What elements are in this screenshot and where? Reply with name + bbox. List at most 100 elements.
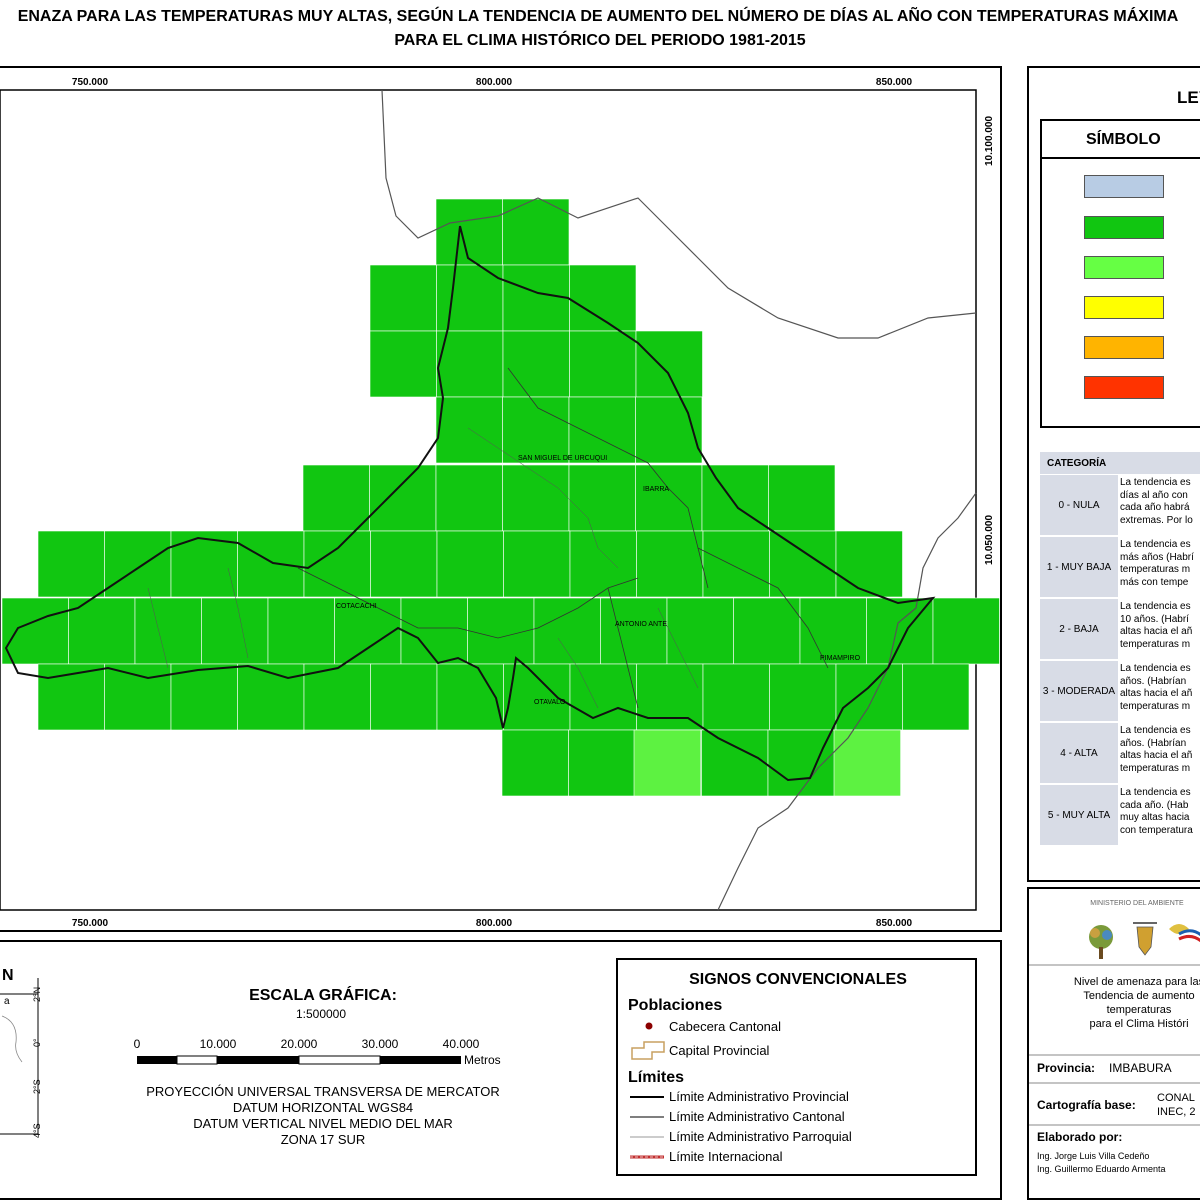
grid-cell-muy-baja bbox=[134, 597, 202, 665]
swatch-moderada bbox=[1084, 296, 1164, 319]
y-tick: 10.050.000 bbox=[984, 515, 995, 565]
category-description-line: altas hacia el añ bbox=[1120, 688, 1193, 699]
tree-logo-icon bbox=[1089, 925, 1113, 959]
grid-cell-muy-baja bbox=[799, 597, 867, 665]
map-title: ENAZA PARA LAS TEMPERATURAS MUY ALTAS, S… bbox=[0, 0, 1200, 64]
scale-bar bbox=[137, 1055, 461, 1065]
grid-cell-muy-baja bbox=[866, 597, 934, 665]
category-description-line: La tendencia es bbox=[1120, 601, 1191, 612]
parish-boundary bbox=[657, 607, 699, 689]
scale-tick: 30.000 bbox=[362, 1037, 399, 1051]
category-label: 0 - NULA bbox=[1040, 475, 1118, 535]
grid-cell-muy-baja bbox=[501, 729, 569, 797]
grid-cell-muy-baja bbox=[568, 396, 636, 464]
author: Ing. Jorge Luis Villa Cedeño bbox=[1037, 1151, 1149, 1161]
category-description: La tendencia es cada año. (Hab muy altas h… bbox=[1120, 787, 1200, 837]
grid-cell-muy-baja bbox=[400, 597, 468, 665]
signs-canvas: SIGNOS CONVENCIONALES Poblaciones Cabece… bbox=[628, 971, 907, 1164]
grid-cell-muy-baja bbox=[635, 330, 703, 398]
grid-cell-muy-baja bbox=[902, 663, 970, 731]
y-tick: 10.100.000 bbox=[984, 116, 995, 166]
category-description-line: cada año. (Hab bbox=[1120, 799, 1189, 811]
category-label: 3 - MODERADA bbox=[1040, 661, 1118, 721]
threat-grid bbox=[1, 198, 1000, 797]
grid-cell-muy-baja bbox=[267, 597, 335, 665]
grid-cell-muy-baja bbox=[533, 597, 601, 665]
cantonal-boundary bbox=[607, 587, 639, 709]
category-description: La tendencia es años. (Habrían altas hacia… bbox=[1120, 663, 1200, 713]
place-label: OTAVALO bbox=[534, 699, 566, 706]
map-description: para el Clima Históri bbox=[1089, 1018, 1188, 1030]
grid-cell-muy-baja bbox=[635, 464, 703, 532]
cantonal-boundary bbox=[697, 547, 829, 669]
carto-label: Cartografía base: bbox=[1037, 1098, 1136, 1112]
swatch-baja bbox=[1084, 256, 1164, 279]
lat-tick: 2°S bbox=[32, 1079, 42, 1094]
category-description-line: La tendencia es bbox=[1120, 787, 1191, 798]
category-description: La tendencia es años. (Habrían altas hacia… bbox=[1120, 725, 1200, 775]
conventional-signs: SIGNOS CONVENCIONALES Poblaciones Cabece… bbox=[616, 958, 977, 1176]
category-description-line: más con tempe bbox=[1120, 576, 1189, 588]
category-description-line: altas hacia el añ bbox=[1120, 626, 1193, 637]
government-logo-icon bbox=[1169, 924, 1200, 943]
x-tick-top: 850.000 bbox=[876, 77, 913, 88]
grid-cell-muy-baja bbox=[568, 729, 636, 797]
limit-item: Límite Internacional bbox=[669, 1149, 783, 1164]
inset-title: N bbox=[2, 967, 14, 984]
grid-cell-muy-baja bbox=[932, 597, 1000, 665]
place-label: COTACACHI bbox=[336, 603, 377, 610]
x-tick-bottom: 850.000 bbox=[876, 918, 913, 929]
cabecera-cantonal-icon bbox=[645, 1022, 653, 1030]
grid-cell-muy-baja bbox=[436, 330, 504, 398]
cantonal-boundary bbox=[507, 367, 709, 589]
category-description-line: temperaturas m bbox=[1120, 762, 1191, 774]
place-label: PIMAMPIRO bbox=[820, 655, 861, 662]
swatch-alta bbox=[1084, 336, 1164, 359]
carto-value: INEC, 2 bbox=[1157, 1106, 1196, 1118]
populations-header: Poblaciones bbox=[628, 997, 722, 1014]
made-by-label: Elaborado por: bbox=[1037, 1130, 1122, 1144]
category-description: La tendencia es 10 años. (Habrí altas haci… bbox=[1120, 601, 1200, 651]
category-description-line: años. (Habrían bbox=[1120, 675, 1187, 687]
category-description-line: muy altas hacia bbox=[1120, 812, 1190, 823]
grid-cell-muy-baja bbox=[835, 530, 903, 598]
grid-cell-baja bbox=[833, 729, 901, 797]
population-item: Capital Provincial bbox=[669, 1043, 770, 1058]
category-description-line: años. (Habrían bbox=[1120, 737, 1187, 749]
category-description-line: La tendencia es bbox=[1120, 725, 1191, 736]
category-label: 5 - MUY ALTA bbox=[1040, 785, 1118, 845]
grid-cell-muy-baja bbox=[502, 264, 570, 332]
projection-line: DATUM HORIZONTAL WGS84 bbox=[233, 1100, 413, 1115]
grid-cell-muy-baja bbox=[502, 330, 570, 398]
parish-boundary bbox=[147, 587, 169, 669]
grid-cell-muy-baja bbox=[702, 663, 770, 731]
external-border-east bbox=[717, 492, 977, 911]
grid-cell-muy-baja bbox=[436, 264, 504, 332]
institution-canvas: MINISTERIO DEL AMBIENTE Nivel de amenaza… bbox=[1029, 900, 1200, 1174]
grid-cell-muy-baja bbox=[369, 464, 437, 532]
category-description: La tendencia es más años (Habrí temperatur… bbox=[1120, 539, 1200, 589]
projection-line: PROYECCIÓN UNIVERSAL TRANSVERSA DE MERCA… bbox=[146, 1084, 499, 1099]
grid-cell-muy-baja bbox=[37, 530, 105, 598]
grid-cell-muy-baja bbox=[701, 729, 769, 797]
map-description: temperaturas bbox=[1107, 1004, 1172, 1016]
limits-header: Límites bbox=[628, 1069, 684, 1086]
grid-cell-muy-baja bbox=[369, 330, 437, 398]
category-description-line: temperaturas m bbox=[1120, 700, 1191, 712]
category-description-line: 10 años. (Habrí bbox=[1120, 613, 1189, 625]
grid-cell-muy-baja bbox=[302, 464, 370, 532]
category-description-line: La tendencia es bbox=[1120, 477, 1191, 488]
category-label: 1 - MUY BAJA bbox=[1040, 537, 1118, 597]
category-description-line: La tendencia es bbox=[1120, 539, 1191, 550]
category-description-line: La tendencia es bbox=[1120, 663, 1191, 674]
carto-value: CONAL bbox=[1157, 1092, 1195, 1104]
limit-item: Límite Administrativo Provincial bbox=[669, 1089, 849, 1104]
grid-cell-muy-baja bbox=[237, 663, 305, 731]
scale-ratio: 1:500000 bbox=[296, 1007, 346, 1021]
lat-tick: 2°N bbox=[32, 987, 42, 1002]
grid-cell-muy-baja bbox=[769, 530, 837, 598]
grid-cell-muy-baja bbox=[370, 663, 438, 731]
map-title-line2: PARA EL CLIMA HISTÓRICO DEL PERIODO 1981… bbox=[394, 32, 806, 49]
category-description-line: cada año habrá bbox=[1120, 502, 1190, 513]
grid-cell-muy-baja bbox=[503, 663, 571, 731]
